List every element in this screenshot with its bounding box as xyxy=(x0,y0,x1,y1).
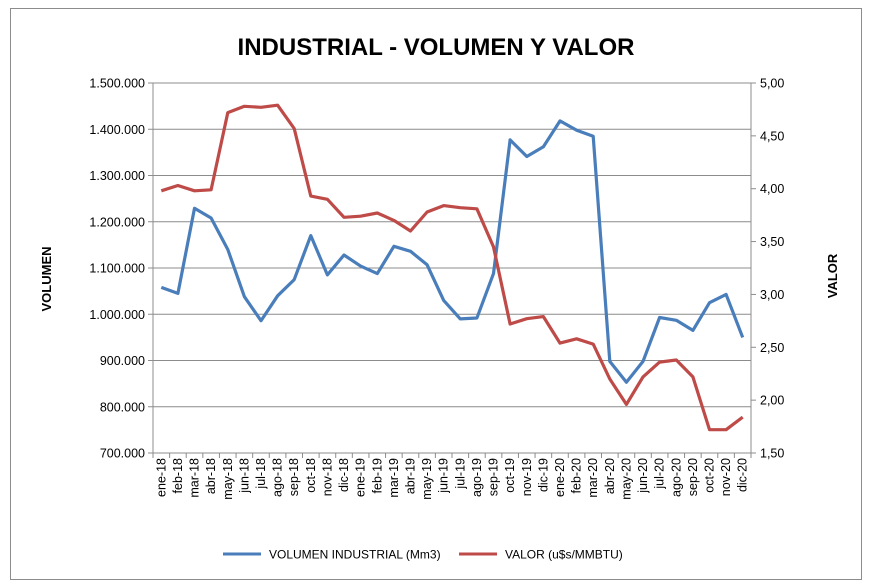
y-axis-right-label: VALOR xyxy=(825,253,840,298)
x-tick-label: mar-19 xyxy=(387,458,401,498)
series-line xyxy=(160,119,745,384)
x-tick-label: oct-19 xyxy=(503,458,517,493)
x-tick-label: oct-20 xyxy=(702,458,716,493)
y-tick-label-left: 1.200.000 xyxy=(89,215,145,229)
x-tick-label: nov-19 xyxy=(520,458,534,496)
y-tick-label-left: 700.000 xyxy=(100,447,145,461)
x-tick-label: ago-20 xyxy=(669,458,683,497)
x-tick-label: feb-18 xyxy=(171,458,185,493)
x-tick-label: abr-19 xyxy=(403,458,417,494)
y-axis-left-ticks: 700.000 800.000 900.000 1.000.000 1.100.000 1… xyxy=(89,77,153,461)
y-tick-label-right: 1,50 xyxy=(760,447,784,461)
x-tick-label: dic-19 xyxy=(536,458,550,492)
y-tick-label-right: 3,00 xyxy=(760,288,784,302)
x-tick-label: mar-18 xyxy=(188,458,202,498)
y-axis-right-ticks: 1,50 2,00 2,50 3,00 3,50 4,00 4,50 5,00 xyxy=(751,77,784,461)
y-tick-label-right: 2,50 xyxy=(760,341,784,355)
x-tick-label: mar-20 xyxy=(586,458,600,498)
x-tick-label: ago-18 xyxy=(271,458,285,497)
x-tick-label: jun-18 xyxy=(237,458,251,494)
x-tick-label: dic-20 xyxy=(736,458,750,492)
legend: VOLUMEN INDUSTRIAL (Mm3) VALOR (u$s/MMBTU… xyxy=(223,548,623,562)
legend-label: VOLUMEN INDUSTRIAL (Mm3) xyxy=(269,548,441,562)
y-tick-label-left: 1.300.000 xyxy=(89,169,145,183)
x-axis-ticks: ene-18 feb-18 mar-18 abr-18 may-18 jun-18 jul-… xyxy=(152,453,752,500)
y-tick-label-right: 4,00 xyxy=(760,182,784,196)
x-tick-label: may-18 xyxy=(221,458,235,500)
x-tick-label: may-19 xyxy=(420,458,434,500)
x-tick-label: oct-18 xyxy=(304,458,318,493)
x-tick-label: abr-18 xyxy=(204,458,218,494)
y-tick-label-left: 900.000 xyxy=(100,354,145,368)
x-tick-label: nov-18 xyxy=(320,458,334,496)
x-tick-label: ene-18 xyxy=(154,458,168,497)
x-tick-label: ago-19 xyxy=(470,458,484,497)
y-tick-label-left: 1.400.000 xyxy=(89,123,145,137)
y-axis-left-label: VOLUMEN xyxy=(39,247,54,312)
chart-frame: INDUSTRIAL - VOLUMEN Y VALOR 700.000 800.… xyxy=(10,8,862,580)
x-tick-label: sep-19 xyxy=(487,458,501,496)
y-tick-label-left: 800.000 xyxy=(100,400,145,414)
x-tick-label: feb-19 xyxy=(370,458,384,493)
x-tick-label: sep-18 xyxy=(287,458,301,496)
x-tick-label: dic-18 xyxy=(337,458,351,492)
gridlines xyxy=(153,82,751,454)
y-tick-label-left: 1.100.000 xyxy=(89,262,145,276)
series-line xyxy=(160,103,744,432)
x-tick-label: jul-19 xyxy=(453,458,467,490)
x-tick-label: jun-20 xyxy=(636,458,650,494)
x-tick-label: jul-18 xyxy=(254,458,268,490)
x-tick-label: may-20 xyxy=(619,458,633,500)
chart-svg: INDUSTRIAL - VOLUMEN Y VALOR 700.000 800.… xyxy=(39,34,840,562)
legend-label: VALOR (u$s/MMBTU) xyxy=(505,548,623,562)
x-tick-label: feb-20 xyxy=(570,458,584,493)
x-tick-label: jul-20 xyxy=(653,458,667,490)
y-tick-label-right: 2,00 xyxy=(760,394,784,408)
y-tick-label-right: 5,00 xyxy=(760,77,784,91)
x-tick-label: sep-20 xyxy=(686,458,700,496)
x-tick-label: nov-20 xyxy=(719,458,733,496)
y-tick-label-left: 1.000.000 xyxy=(89,308,145,322)
x-tick-label: ene-20 xyxy=(553,458,567,497)
chart-title: INDUSTRIAL - VOLUMEN Y VALOR xyxy=(238,34,635,61)
x-tick-label: jun-19 xyxy=(437,458,451,494)
y-tick-label-right: 3,50 xyxy=(760,235,784,249)
x-tick-label: abr-20 xyxy=(603,458,617,494)
series-lines xyxy=(160,103,745,432)
x-tick-label: ene-19 xyxy=(354,458,368,497)
y-tick-label-left: 1.500.000 xyxy=(89,77,145,91)
y-tick-label-right: 4,50 xyxy=(760,129,784,143)
